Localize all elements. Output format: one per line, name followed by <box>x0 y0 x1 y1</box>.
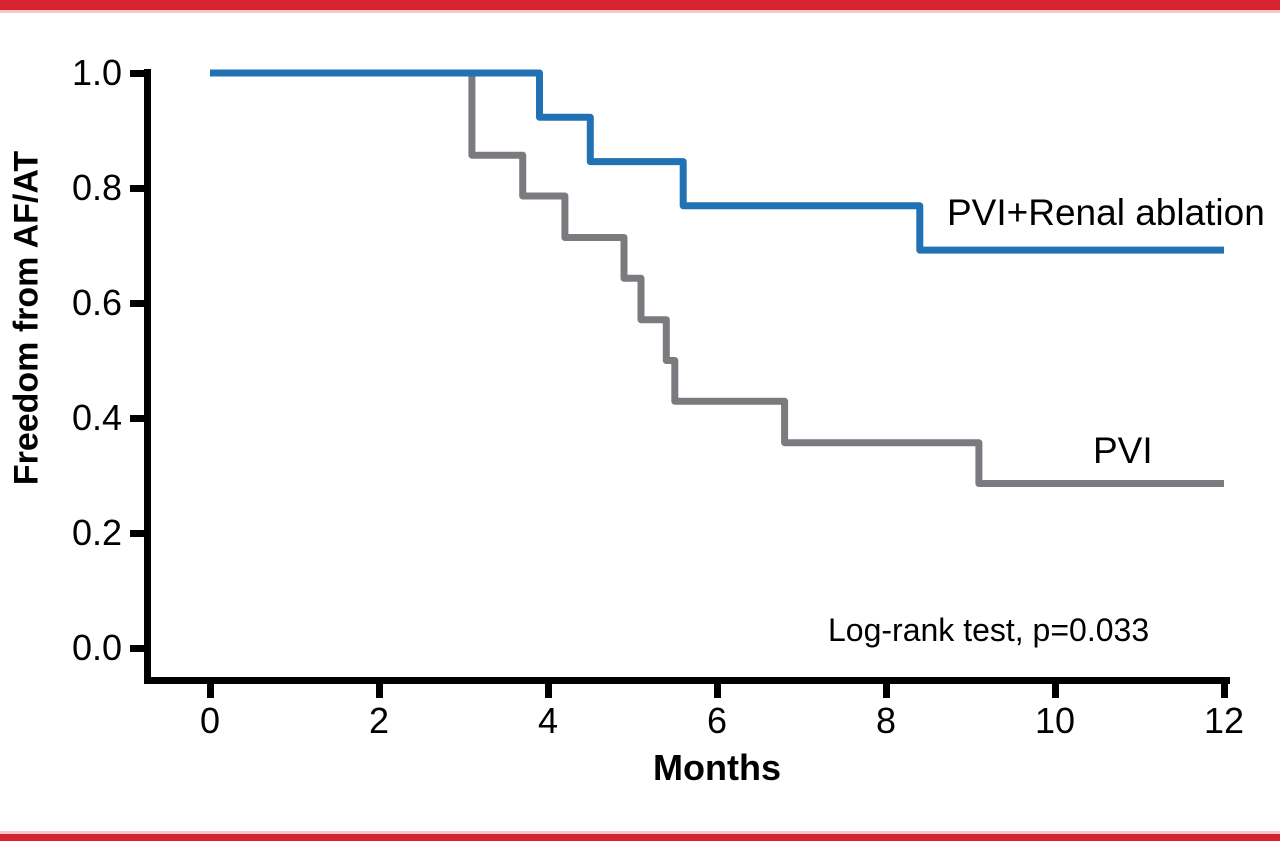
bottom-red-border-shadow <box>0 831 1280 834</box>
bottom-red-border <box>0 834 1280 841</box>
x-axis <box>144 677 1230 684</box>
x-tick-label: 8 <box>875 700 897 741</box>
log-rank-annotation: Log-rank test, p=0.033 <box>828 612 1150 648</box>
x-tick-label: 0 <box>199 700 221 741</box>
y-axis-title: Freedom from AF/AT <box>7 150 46 486</box>
y-tick-label: 1.0 <box>71 52 122 93</box>
top-red-border-shadow <box>0 10 1280 13</box>
x-axis-title: Months <box>653 747 781 788</box>
y-axis <box>144 69 151 684</box>
x-tick-label: 6 <box>706 700 728 741</box>
y-tick-mark <box>130 644 144 652</box>
y-tick-label: 0.0 <box>71 627 122 668</box>
y-tick-mark <box>130 529 144 537</box>
y-tick-mark <box>130 299 144 307</box>
series-label-pvi-renal-ablation: PVI+Renal ablation <box>947 192 1265 233</box>
survival-curve-pvi-renal-ablation <box>210 69 1224 254</box>
y-tick-label: 0.8 <box>71 167 122 208</box>
x-tick-mark <box>882 684 890 698</box>
y-tick-label: 0.6 <box>71 282 122 323</box>
survival-curve-pvi <box>210 69 1224 487</box>
x-tick-label: 10 <box>1034 700 1076 741</box>
y-tick-mark <box>130 414 144 422</box>
y-tick-label: 0.2 <box>71 512 122 553</box>
x-tick-mark <box>375 684 383 698</box>
x-tick-mark <box>713 684 721 698</box>
x-tick-label: 4 <box>537 700 559 741</box>
y-tick-mark <box>130 69 144 77</box>
x-tick-label: 12 <box>1203 700 1245 741</box>
top-red-border <box>0 0 1280 10</box>
x-tick-mark <box>1220 684 1228 698</box>
y-tick-label: 0.4 <box>71 397 122 438</box>
x-tick-label: 2 <box>368 700 390 741</box>
x-tick-mark <box>206 684 214 698</box>
x-tick-mark <box>1051 684 1059 698</box>
x-tick-mark <box>544 684 552 698</box>
series-label-pvi: PVI <box>1093 430 1153 471</box>
y-tick-mark <box>130 184 144 192</box>
